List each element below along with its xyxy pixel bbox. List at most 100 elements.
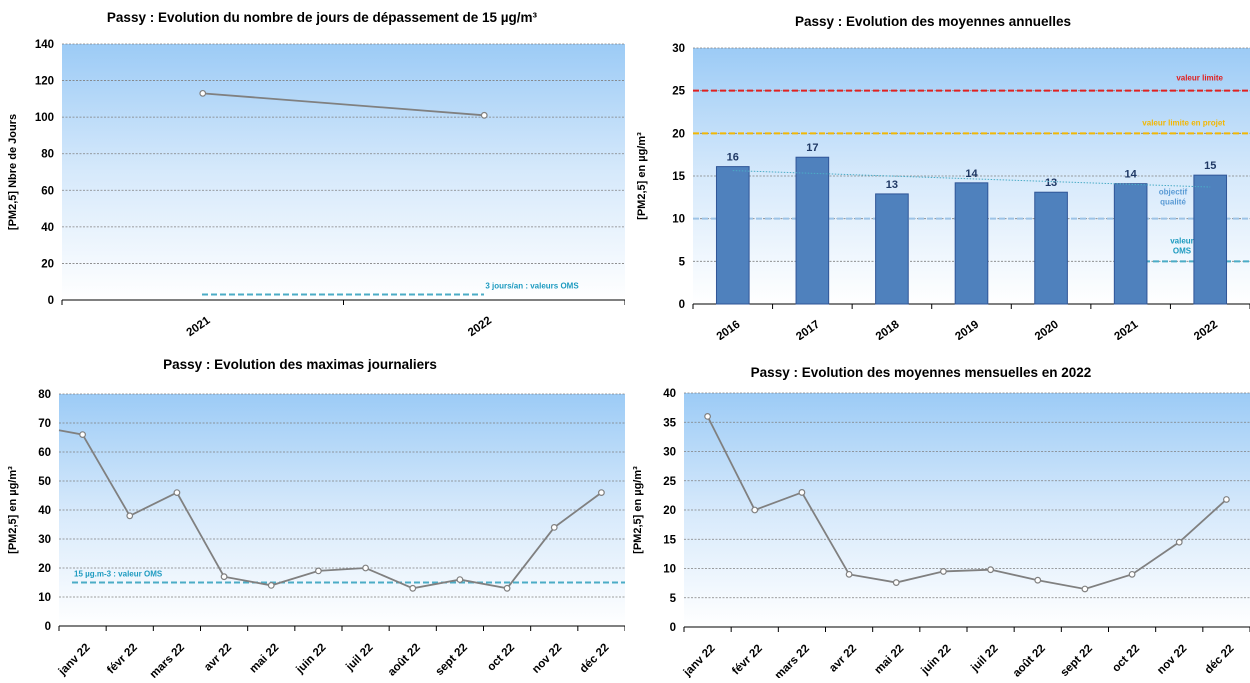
plot-area [684, 393, 1250, 627]
x-tick-label-2019: 2019 [953, 319, 981, 340]
y-tick-label: 5 [670, 593, 677, 605]
y-tick-label: 0 [670, 622, 676, 634]
data-point-2021 [199, 89, 207, 97]
plot-area [59, 394, 625, 626]
reference-label-valeur-oms: OMS [1173, 246, 1192, 255]
y-tick-label: 0 [45, 621, 51, 633]
chart-panel-moyennes-annuelles: 0 5 10 15 20 25 30 2016 2017 2018 2019 2020 2021 2022… [625, 0, 1250, 343]
bar-2022 [1193, 174, 1228, 305]
y-axis-label: [PM2,5] en µg/m³ [632, 466, 644, 554]
data-point-sept-22 [1081, 585, 1089, 593]
x-tick-label-sept-22: sept 22 [434, 642, 471, 678]
y-tick-label: 0 [48, 295, 54, 307]
bar-value-label-2018: 13 [886, 179, 898, 191]
data-point-janv-22 [79, 431, 86, 438]
x-tick-label-juil-22: juil 22 [343, 642, 375, 674]
y-tick-label: 15 [672, 171, 685, 183]
y-tick-label: 30 [38, 534, 51, 546]
data-point-fevr-22 [126, 512, 134, 520]
y-tick-label: 80 [41, 149, 54, 161]
y-axis-label: [PM2,5] en µg/m³ [7, 466, 19, 554]
data-point-aout-22 [409, 584, 417, 592]
y-tick-label: 20 [41, 258, 54, 270]
reference-label-valeur-limite: valeur limite [1176, 74, 1223, 83]
x-tick-label-nov-22: nov 22 [1155, 643, 1189, 677]
x-tick-label-2021: 2021 [185, 314, 213, 339]
reference-label-valeur-limite-en-projet: valeur limite en projet [1142, 118, 1225, 127]
bar-value-label-2021: 14 [1125, 169, 1138, 181]
y-tick-label: 40 [38, 505, 51, 517]
y-tick-label: 20 [672, 128, 685, 140]
data-point-nov-22 [550, 523, 558, 531]
data-point-mai-22 [267, 581, 275, 589]
data-point-juil-22 [362, 564, 369, 572]
x-tick-label-janv-22: janv 22 [56, 642, 93, 678]
x-tick-label-2018: 2018 [874, 318, 902, 340]
data-point-janv-22 [704, 412, 711, 420]
chart-title: Passy : Evolution des maximas journalier… [163, 357, 437, 372]
y-tick-label: 30 [672, 43, 685, 55]
x-tick-label-nov-22: nov 22 [530, 642, 564, 676]
chart-svg: 0 10 20 30 40 50 60 70 80 janv 22 févr 22 mars 22 av… [7, 357, 626, 681]
x-tick-label-mai-22: mai 22 [248, 642, 282, 676]
chart-panel-moyennes-mensuelles: 0 5 10 15 20 25 30 35 40 janv 22 févr 22 mars 22 avr… [625, 340, 1250, 682]
bar-2019 [954, 182, 989, 305]
data-point-mars-22 [798, 489, 806, 496]
x-tick-label-janv-22: janv 22 [681, 643, 718, 678]
data-point-sept-22 [456, 576, 464, 584]
chart-svg: 0 5 10 15 20 25 30 2016 2017 2018 2019 2020 2021 2022… [636, 14, 1250, 343]
x-tick-label-avr-22: avr 22 [827, 643, 859, 675]
chart-panel-maximas-journaliers: 0 10 20 30 40 50 60 70 80 janv 22 févr 22 mars 22 av… [0, 340, 626, 681]
y-tick-label: 10 [663, 564, 676, 576]
x-tick-label-2022: 2022 [466, 315, 494, 340]
bar-value-label-2017: 17 [806, 142, 818, 154]
x-tick-label-2016: 2016 [715, 319, 743, 340]
y-tick-label: 120 [35, 76, 54, 88]
y-tick-label: 50 [38, 476, 51, 488]
y-tick-label: 40 [663, 388, 676, 400]
y-tick-label: 10 [672, 214, 685, 226]
data-point-mai-22 [892, 579, 900, 586]
data-point-juin-22 [940, 568, 947, 575]
y-tick-label: 20 [38, 563, 51, 575]
x-tick-label-mars-22: mars 22 [773, 643, 812, 678]
x-tick-label-2022: 2022 [1192, 319, 1220, 340]
data-point-fevr-22 [751, 506, 759, 514]
data-point-aout-22 [1034, 576, 1042, 584]
y-tick-label: 60 [41, 185, 54, 197]
data-point-juil-22 [987, 566, 994, 574]
bar-2016 [715, 166, 750, 305]
x-tick-label-oct-22: oct 22 [485, 642, 517, 674]
x-tick-label-oct-22: oct 22 [1110, 643, 1142, 675]
bar-value-label-2016: 16 [727, 152, 739, 164]
y-tick-label: 10 [38, 592, 51, 604]
x-tick-label-dec-22: déc 22 [1203, 643, 1237, 677]
bar-value-label-2019: 14 [965, 168, 978, 180]
y-tick-label: 100 [35, 112, 54, 124]
x-tick-label-aout-22: août 22 [386, 642, 423, 678]
bar-2021 [1113, 183, 1148, 305]
data-point-nov-22 [1175, 538, 1183, 546]
reference-label-objectif-qualite: qualité [1160, 198, 1186, 207]
x-tick-label-sept-22: sept 22 [1059, 643, 1096, 678]
series-line [202, 92, 485, 117]
chart-title: Passy : Evolution du nombre de jours de … [107, 10, 538, 25]
x-tick-label-2020: 2020 [1033, 319, 1061, 340]
x-tick-label-2021: 2021 [1113, 318, 1141, 340]
chart-svg: 0 5 10 15 20 25 30 35 40 janv 22 févr 22 mars 22 avr… [632, 365, 1250, 682]
plot-area [62, 44, 625, 300]
data-point-avr-22 [845, 570, 853, 578]
x-tick-label-juil-22: juil 22 [968, 643, 1000, 675]
bar-2017 [795, 156, 830, 305]
y-tick-label: 0 [679, 299, 685, 311]
bar-value-label-2020: 13 [1045, 177, 1057, 189]
bar-2020 [1034, 191, 1068, 305]
chart-title: Passy : Evolution des moyennes annuelles [795, 14, 1071, 29]
data-point-2022 [480, 111, 488, 119]
x-tick-label-fevr-22: févr 22 [105, 642, 140, 677]
data-point-mars-22 [173, 489, 181, 497]
y-tick-label: 5 [679, 256, 686, 268]
x-tick-label-mai-22: mai 22 [873, 643, 907, 677]
data-point-oct-22 [503, 584, 511, 592]
x-tick-label-mars-22: mars 22 [148, 642, 187, 678]
